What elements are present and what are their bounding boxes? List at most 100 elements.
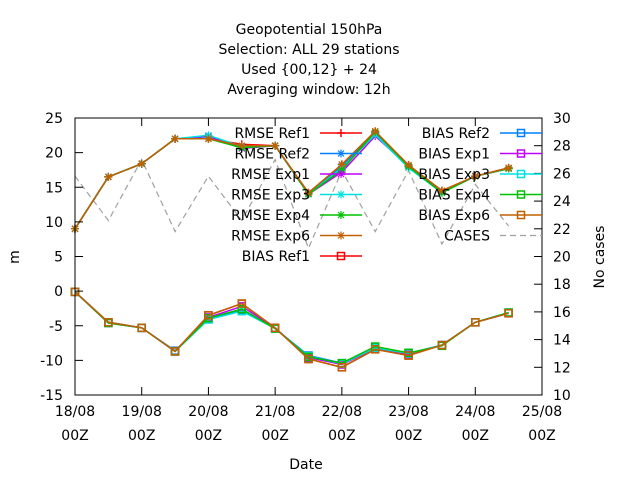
data-point [137, 323, 146, 333]
data-point [337, 363, 347, 372]
y-tick-label: 5 [54, 250, 63, 266]
legend-label: RMSE Ref1 [234, 126, 310, 142]
legend-label: BIAS Exp1 [418, 147, 490, 163]
legend-marker [337, 211, 345, 219]
legend: RMSE Ref1 RMSE Ref2 RMSE Exp1 RMSE Exp3 RMSE… [231, 126, 542, 265]
legend-label: RMSE Exp4 [231, 208, 310, 224]
legend-item: BIAS Exp1 [418, 147, 542, 163]
x-tick-label: 25/08 [522, 404, 562, 420]
legend-item: BIAS Exp4 [418, 188, 542, 204]
series-line [74, 158, 510, 250]
legend-marker [516, 149, 526, 158]
x-tick-label: 00Z [128, 428, 155, 444]
y2-tick-label: 12 [553, 360, 571, 376]
y2-tick-label: 24 [553, 194, 571, 210]
data-point [437, 186, 446, 195]
title-line: Averaging window: 12h [227, 82, 390, 98]
y-tick-label: -5 [49, 319, 63, 335]
series-cases [74, 158, 510, 250]
legend-label: BIAS Exp4 [418, 188, 490, 204]
legend-item: BIAS Ref2 [422, 126, 542, 142]
legend-label: BIAS Ref2 [422, 126, 490, 142]
series-line [74, 291, 509, 369]
y-tick-label: 10 [45, 215, 63, 231]
legend-label: BIAS Exp6 [418, 208, 490, 224]
legend-marker [337, 190, 345, 199]
data-point [171, 134, 180, 143]
data-point [237, 304, 247, 314]
data-point [304, 354, 313, 364]
y2-tick-label: 20 [553, 250, 571, 266]
legend-label: BIAS Ref1 [242, 249, 310, 265]
legend-item: RMSE Ref2 [234, 147, 362, 163]
data-point [170, 347, 180, 356]
x-tick-label: 22/08 [322, 404, 362, 420]
series-layer [70, 127, 513, 372]
y2-axis-label: No cases [592, 226, 608, 289]
legend-item: BIAS Exp6 [418, 208, 542, 224]
y2-tick-label: 28 [553, 139, 571, 155]
data-point [504, 309, 513, 318]
legend-label: BIAS Exp3 [418, 167, 490, 183]
series-line [74, 130, 509, 230]
data-point [237, 299, 247, 308]
data-point [337, 160, 346, 169]
x-axis-label: Date [289, 457, 322, 473]
legend-label: RMSE Exp6 [231, 229, 310, 245]
x-tick-label: 20/08 [188, 404, 228, 420]
legend-marker [337, 170, 345, 178]
data-point [471, 172, 480, 181]
x-tick-label: 00Z [462, 428, 489, 444]
x-tick-label: 00Z [261, 428, 288, 444]
data-point [204, 134, 213, 143]
legend-marker [516, 190, 526, 199]
y2-tick-label: 30 [553, 111, 571, 127]
y-tick-label: -10 [40, 353, 63, 369]
legend-item: RMSE Exp3 [231, 188, 362, 204]
y2-tick-label: 10 [553, 388, 571, 404]
x-tick-label: 00Z [528, 428, 555, 444]
axes: -15 -10 -5 0 5 10 15 20 25 10 12 14 16 18 20 22 24 26 28 30… [40, 111, 571, 444]
data-point [404, 161, 413, 170]
data-point [104, 172, 113, 181]
series-line [74, 291, 509, 369]
data-point [504, 163, 513, 172]
x-tick-label: 00Z [195, 428, 222, 444]
data-point [104, 318, 113, 327]
y-tick-label: -15 [40, 388, 63, 404]
y-tick-label: 15 [45, 180, 63, 196]
x-tick-label: 24/08 [455, 404, 495, 420]
data-point [204, 311, 213, 320]
data-point [137, 159, 146, 168]
data-point [237, 141, 246, 150]
legend-label: RMSE Exp3 [231, 188, 310, 204]
y2-tick-label: 18 [553, 277, 571, 293]
title-line: Used {00,12} + 24 [241, 62, 377, 78]
legend-marker [337, 129, 345, 137]
data-point [471, 318, 480, 327]
data-point [371, 127, 380, 136]
y-tick-label: 20 [45, 146, 63, 162]
data-point [270, 323, 280, 333]
legend-label: RMSE Ref2 [234, 147, 310, 163]
y2-tick-label: 22 [553, 222, 571, 238]
legend-label: CASES [444, 229, 490, 245]
x-tick-label: 21/08 [255, 404, 295, 420]
data-point [404, 351, 413, 360]
legend-item: CASES [444, 229, 542, 245]
x-tick-label: 19/08 [122, 404, 162, 420]
x-tick-label: 00Z [395, 428, 422, 444]
legend-item: BIAS Ref1 [242, 249, 362, 265]
data-point [304, 188, 313, 197]
legend-marker [516, 169, 526, 179]
legend-marker [337, 149, 345, 158]
legend-marker [516, 128, 526, 138]
data-point [337, 165, 346, 174]
series-bias-exp6 [70, 287, 513, 372]
legend-item: RMSE Exp6 [231, 229, 362, 245]
y-tick-label: 25 [45, 111, 63, 127]
y-tick-label: 0 [54, 284, 63, 300]
title-line: Selection: ALL 29 stations [218, 42, 399, 58]
x-tick-label: 23/08 [388, 404, 428, 420]
